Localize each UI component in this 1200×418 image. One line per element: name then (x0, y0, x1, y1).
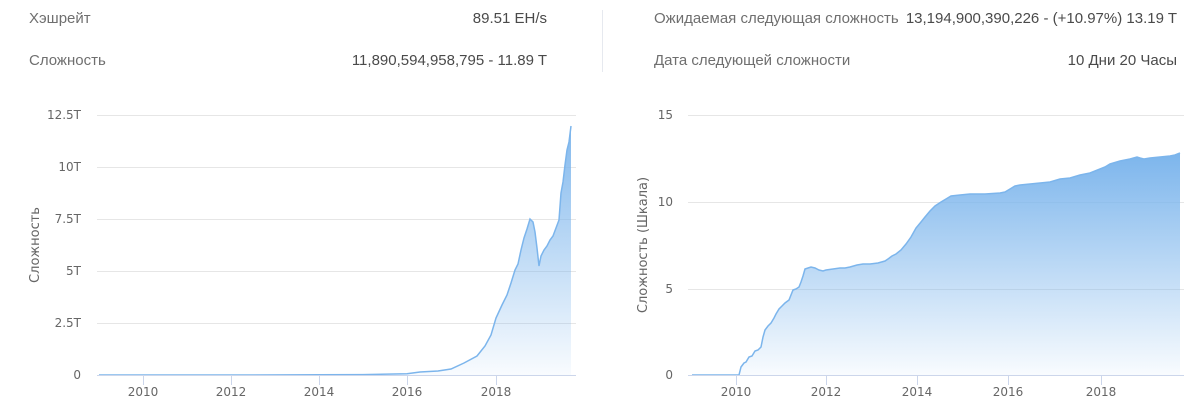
x-axis-labels: 2010 2012 2014 2016 2018 (128, 385, 512, 399)
area-series (99, 126, 571, 375)
svg-text:2016: 2016 (993, 385, 1024, 399)
y-axis-labels: 0 2.5T 5T 7.5T 10T 12.5T (47, 108, 82, 382)
difficulty-log-chart: 0 5 10 15 Сложность (Шкала) 2010 2012 20… (636, 108, 1184, 399)
svg-text:2012: 2012 (811, 385, 842, 399)
next-difficulty-date-row: Дата следующей сложности 10 Дни 20 Часы (603, 52, 1200, 76)
next-difficulty-value: 13,194,900,390,226 - (+10.97%) 13.19 T (905, 10, 1177, 27)
svg-text:2014: 2014 (304, 385, 335, 399)
difficulty-chart: 0 2.5T 5T 7.5T 10T 12.5T Сложность 2010 … (28, 108, 576, 399)
svg-text:15: 15 (658, 108, 673, 122)
svg-text:2018: 2018 (481, 385, 512, 399)
svg-text:5T: 5T (66, 264, 82, 278)
stats-panel-left: Хэшрейт 89.51 EH/s Сложность 11,890,594,… (0, 0, 560, 80)
svg-text:0: 0 (73, 368, 81, 382)
svg-text:10T: 10T (58, 160, 81, 174)
y-axis-labels: 0 5 10 15 (658, 108, 673, 382)
line-series (99, 125, 572, 376)
next-difficulty-label: Ожидаемая следующая сложность (654, 10, 899, 27)
x-axis-labels: 2010 2012 2014 2016 2018 (721, 385, 1117, 399)
x-axis-ticks (143, 376, 497, 385)
svg-text:5: 5 (665, 282, 673, 296)
svg-text:2014: 2014 (902, 385, 933, 399)
y-axis-title: Сложность (Шкала) (636, 177, 651, 313)
svg-text:2016: 2016 (392, 385, 423, 399)
hashrate-value: 89.51 EH/s (472, 10, 547, 27)
line-series (692, 152, 1181, 376)
y-gridlines (97, 115, 576, 324)
difficulty-row: Сложность 11,890,594,958,795 - 11.89 T (0, 52, 560, 76)
svg-text:10: 10 (658, 195, 673, 209)
svg-text:2010: 2010 (128, 385, 159, 399)
next-difficulty-row: Ожидаемая следующая сложность 13,194,900… (603, 10, 1200, 34)
svg-text:2.5T: 2.5T (55, 316, 82, 330)
svg-text:12.5T: 12.5T (47, 108, 82, 122)
next-difficulty-date-label: Дата следующей сложности (654, 52, 851, 69)
next-difficulty-date-value: 10 Дни 20 Часы (1067, 52, 1177, 69)
difficulty-label: Сложность (29, 52, 106, 69)
area-series (692, 153, 1180, 375)
x-axis-ticks (736, 376, 1102, 385)
stats-panel-right: Ожидаемая следующая сложность 13,194,900… (602, 10, 1200, 72)
hashrate-row: Хэшрейт 89.51 EH/s (0, 10, 560, 34)
svg-text:2018: 2018 (1086, 385, 1117, 399)
difficulty-value: 11,890,594,958,795 - 11.89 T (351, 52, 547, 69)
svg-text:7.5T: 7.5T (55, 212, 82, 226)
hashrate-label: Хэшрейт (29, 10, 91, 27)
svg-text:2010: 2010 (721, 385, 752, 399)
svg-text:0: 0 (665, 368, 673, 382)
y-axis-title: Сложность (28, 207, 43, 283)
svg-text:2012: 2012 (216, 385, 247, 399)
